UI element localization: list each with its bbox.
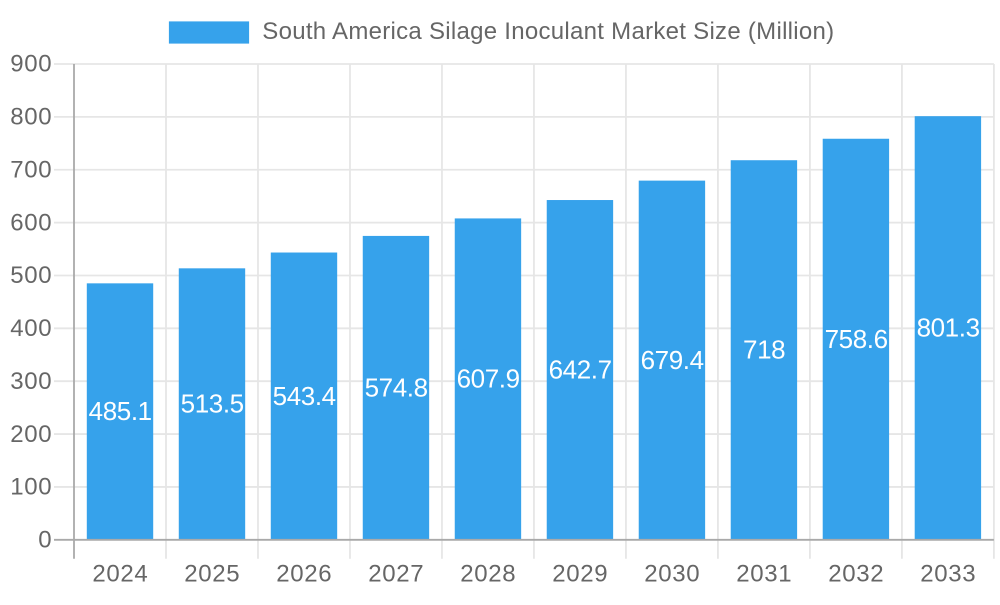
svg-text:200: 200 [10, 421, 52, 448]
svg-text:2028: 2028 [460, 561, 516, 588]
svg-text:2025: 2025 [184, 561, 240, 588]
svg-text:600: 600 [10, 209, 52, 236]
svg-text:679.4: 679.4 [641, 345, 704, 375]
svg-text:800: 800 [10, 104, 52, 131]
svg-text:718: 718 [743, 335, 785, 365]
svg-text:900: 900 [10, 51, 52, 78]
svg-text:2030: 2030 [644, 561, 700, 588]
svg-text:758.6: 758.6 [825, 324, 888, 354]
svg-text:543.4: 543.4 [273, 381, 336, 411]
svg-text:500: 500 [10, 262, 52, 289]
svg-text:642.7: 642.7 [549, 355, 612, 385]
svg-text:South America Silage Inoculant: South America Silage Inoculant Market Si… [262, 18, 834, 45]
svg-text:2033: 2033 [920, 561, 976, 588]
svg-text:700: 700 [10, 156, 52, 183]
svg-text:2029: 2029 [552, 561, 608, 588]
svg-text:2027: 2027 [368, 561, 424, 588]
svg-text:2026: 2026 [276, 561, 332, 588]
svg-text:0: 0 [38, 527, 52, 554]
svg-text:2032: 2032 [828, 561, 884, 588]
svg-text:485.1: 485.1 [89, 396, 152, 426]
svg-text:400: 400 [10, 315, 52, 342]
svg-text:607.9: 607.9 [457, 364, 520, 394]
svg-text:574.8: 574.8 [365, 372, 428, 402]
svg-text:100: 100 [10, 474, 52, 501]
svg-text:513.5: 513.5 [181, 389, 244, 419]
svg-text:300: 300 [10, 368, 52, 395]
svg-text:801.3: 801.3 [917, 313, 980, 343]
svg-text:2024: 2024 [92, 561, 148, 588]
svg-text:2031: 2031 [736, 561, 792, 588]
